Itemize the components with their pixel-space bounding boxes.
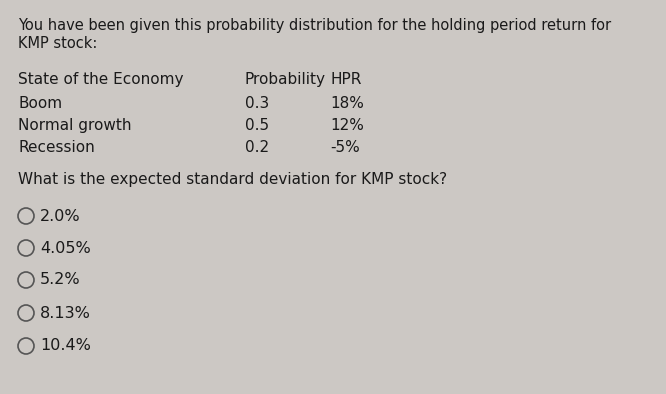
Text: 4.05%: 4.05%: [40, 240, 91, 255]
Text: What is the expected standard deviation for KMP stock?: What is the expected standard deviation …: [18, 172, 447, 187]
Text: KMP stock:: KMP stock:: [18, 36, 97, 51]
Text: -5%: -5%: [330, 140, 360, 155]
Text: Probability: Probability: [245, 72, 326, 87]
Text: Recession: Recession: [18, 140, 95, 155]
Text: 10.4%: 10.4%: [40, 338, 91, 353]
Text: Normal growth: Normal growth: [18, 118, 131, 133]
Text: Boom: Boom: [18, 96, 62, 111]
Text: 18%: 18%: [330, 96, 364, 111]
Text: 0.5: 0.5: [245, 118, 269, 133]
Text: 2.0%: 2.0%: [40, 208, 81, 223]
Text: HPR: HPR: [330, 72, 362, 87]
Text: 12%: 12%: [330, 118, 364, 133]
Text: 8.13%: 8.13%: [40, 305, 91, 320]
Text: 0.2: 0.2: [245, 140, 269, 155]
Text: 0.3: 0.3: [245, 96, 269, 111]
Text: State of the Economy: State of the Economy: [18, 72, 184, 87]
Text: You have been given this probability distribution for the holding period return : You have been given this probability dis…: [18, 18, 611, 33]
Text: 5.2%: 5.2%: [40, 273, 81, 288]
